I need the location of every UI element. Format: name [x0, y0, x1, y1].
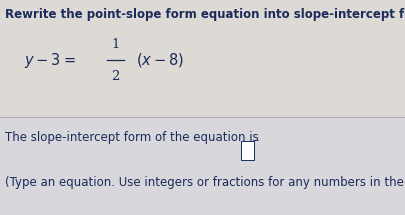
Text: $y-3=$: $y-3=$: [24, 51, 76, 70]
Text: Rewrite the point-slope form equation into slope-intercept form.: Rewrite the point-slope form equation in…: [5, 8, 405, 20]
Bar: [0, 117, 405, 215]
Text: .: .: [256, 131, 260, 144]
Text: (Type an equation. Use integers or fractions for any numbers in the equation.): (Type an equation. Use integers or fract…: [5, 176, 405, 189]
Text: The slope-intercept form of the equation is: The slope-intercept form of the equation…: [5, 131, 259, 144]
Text: $(x-8)$: $(x-8)$: [136, 51, 184, 69]
Bar: [0, 0, 405, 117]
Text: 1: 1: [111, 38, 119, 51]
Text: 2: 2: [111, 70, 119, 83]
FancyBboxPatch shape: [241, 141, 254, 160]
